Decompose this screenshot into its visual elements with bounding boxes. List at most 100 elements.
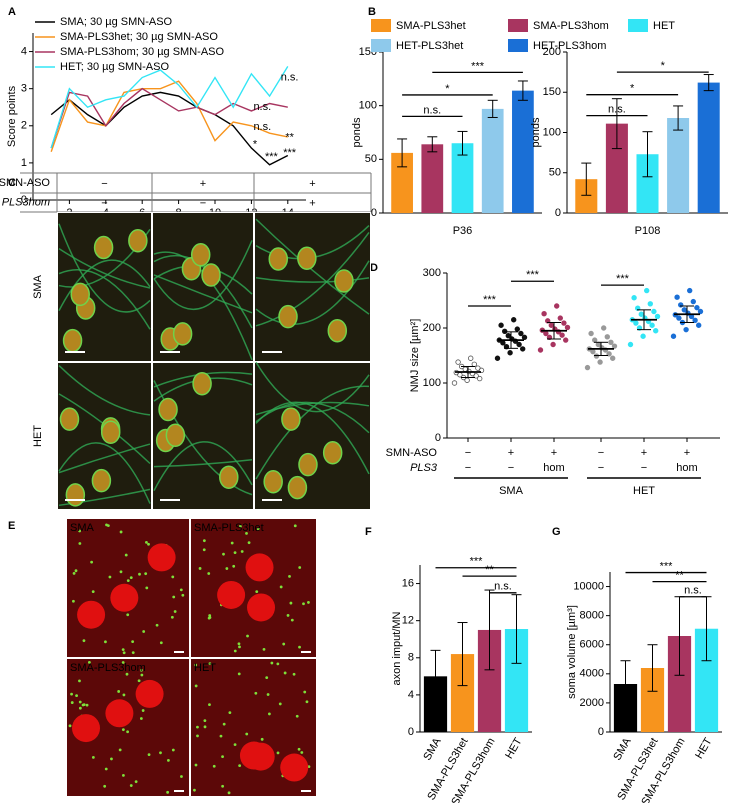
bar — [512, 90, 534, 213]
annotation: *** — [265, 151, 279, 163]
y-tick-label: 2000 — [580, 697, 604, 709]
nmj — [93, 235, 114, 260]
data-point — [541, 311, 547, 317]
x-table-cell: − — [641, 462, 647, 474]
data-point — [611, 343, 618, 349]
annotation: ** — [285, 132, 294, 144]
data-point — [514, 326, 520, 332]
x-table-cell: hom — [676, 462, 697, 474]
synapse — [125, 672, 129, 676]
data-point — [631, 295, 637, 301]
data-point — [678, 302, 684, 308]
data-point — [697, 308, 704, 315]
row-label: SMA — [32, 274, 44, 299]
synapse — [137, 679, 141, 683]
bar — [697, 82, 720, 213]
synapse — [126, 579, 130, 583]
nmj — [70, 282, 90, 307]
significance-label: n.s. — [423, 104, 441, 116]
axon — [58, 488, 151, 507]
nmj — [190, 243, 211, 267]
synapse — [237, 672, 241, 676]
y-tick-label: 8 — [408, 652, 414, 664]
error-bar — [457, 130, 468, 156]
axon — [58, 247, 151, 289]
header-row-label: PLS3hom — [2, 196, 50, 208]
synapse — [118, 748, 122, 752]
legend-label: SMA-PLS3het — [396, 20, 466, 32]
motor-neuron — [72, 714, 101, 743]
synapse — [290, 618, 294, 622]
synapse — [196, 725, 199, 729]
header-cell: − — [200, 197, 206, 209]
y-tick-label: 0 — [21, 194, 27, 206]
synapse — [91, 755, 95, 759]
synapse — [225, 567, 229, 570]
header-cell: + — [309, 178, 315, 190]
axon — [153, 458, 253, 468]
y-tick-label: 0 — [435, 432, 441, 444]
synapse — [155, 623, 159, 627]
synapse — [78, 700, 82, 704]
error-bar — [703, 74, 714, 92]
synapse — [222, 552, 225, 556]
micrograph — [190, 518, 317, 658]
data-point — [521, 334, 528, 341]
bar — [613, 684, 638, 732]
y-tick-label: 1 — [21, 157, 27, 169]
synapse — [72, 599, 75, 603]
error-bar — [611, 98, 622, 150]
x-table-cell: − — [508, 462, 514, 474]
synapse — [145, 540, 148, 544]
synapse — [302, 602, 305, 606]
synapse — [124, 553, 128, 557]
legend-label: SMA-PLS3het; 30 µg SMN-ASO — [60, 31, 218, 43]
synapse — [286, 614, 290, 617]
data-point — [640, 333, 646, 339]
nmj — [281, 407, 301, 431]
data-point — [554, 303, 560, 309]
legend-label: HET; 30 µg SMN-ASO — [60, 61, 169, 73]
x-table-cell: + — [641, 447, 647, 459]
synapse — [78, 529, 82, 533]
nmj — [268, 247, 289, 271]
axon — [58, 365, 151, 416]
y-tick-label: 3 — [21, 83, 27, 95]
x-category-label: P108 — [635, 225, 661, 237]
bar — [605, 123, 628, 213]
data-point — [563, 337, 569, 343]
data-point — [475, 365, 481, 371]
synapse — [233, 551, 237, 554]
significance-label: *** — [483, 294, 497, 306]
synapse — [202, 548, 206, 552]
data-point — [518, 330, 524, 337]
bar — [423, 676, 448, 732]
data-point — [507, 350, 513, 356]
panel-letter: A — [8, 6, 16, 18]
legend-label: SMA; 30 µg SMN-ASO — [60, 16, 173, 28]
synapse — [121, 661, 125, 664]
significance-label: * — [445, 83, 450, 95]
y-axis-label: NMJ size [µm²] — [409, 319, 421, 393]
synapse — [221, 784, 225, 788]
data-point — [681, 307, 687, 313]
synapse — [260, 737, 264, 741]
synapse — [247, 541, 251, 545]
synapse — [129, 784, 133, 787]
synapse — [147, 753, 151, 757]
axon — [255, 401, 370, 434]
bar — [667, 636, 692, 732]
synapse — [104, 640, 107, 644]
error-bar — [430, 649, 441, 703]
motor-neuron — [246, 742, 275, 771]
nmj — [219, 465, 239, 489]
x-table-cell: + — [684, 447, 690, 459]
error-bar — [673, 105, 684, 131]
x-category-label: HET — [503, 736, 525, 761]
y-tick-label: 100 — [359, 100, 377, 112]
synapse — [276, 751, 280, 755]
synapse — [300, 751, 304, 754]
synapse — [170, 615, 174, 619]
synapse — [172, 595, 176, 599]
data-point — [557, 315, 563, 321]
